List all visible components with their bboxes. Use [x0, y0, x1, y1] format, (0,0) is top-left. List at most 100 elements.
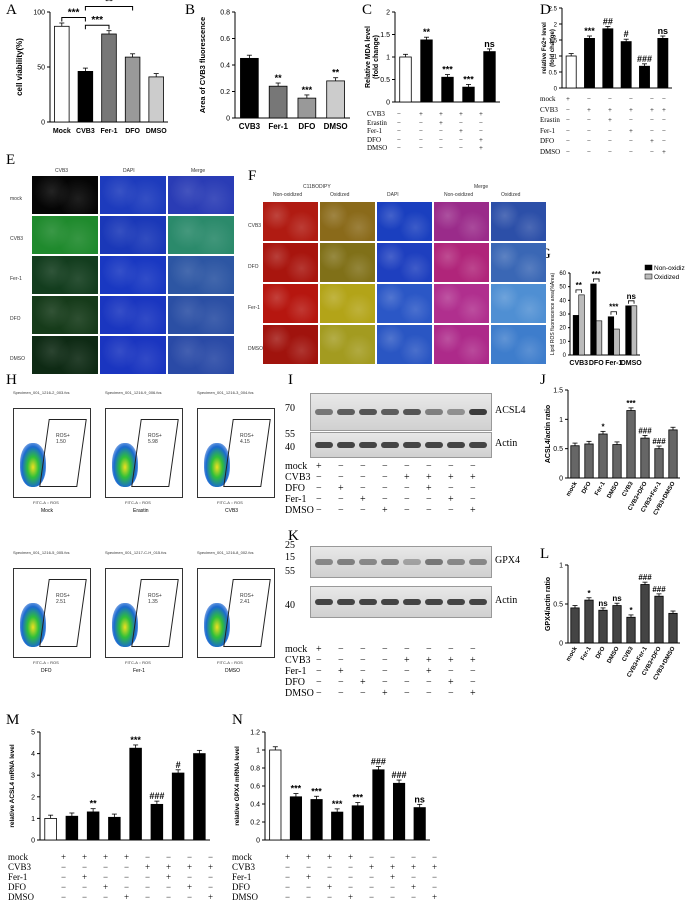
micrograph-col-header: DAPI: [387, 192, 399, 198]
blot-band: [381, 559, 399, 565]
micrograph-tile: [168, 216, 234, 254]
blot-sign: +: [316, 644, 322, 655]
y-tick-label: 1: [554, 55, 558, 61]
x-tick-label: DMSO: [324, 122, 348, 131]
blot-band: [469, 409, 487, 415]
flow-gate: [223, 579, 271, 647]
treatment-row-label: Fer-1: [8, 872, 28, 882]
blot-sign: +: [448, 494, 454, 505]
treatment-sign: −: [285, 882, 291, 892]
blot-sign: −: [470, 461, 476, 472]
y-tick-label: 0: [31, 838, 35, 845]
treatment-row-label: mock: [8, 852, 28, 862]
flow-x-axis-label: FITC-A :: ROS: [125, 500, 151, 505]
y-tick-label: 0.6: [220, 36, 230, 43]
flow-plot: ROS+ 2.41: [197, 568, 275, 658]
y-tick-label: 1.5: [553, 388, 563, 395]
bar: [626, 616, 636, 644]
treatment-sign: −: [61, 872, 67, 882]
blot-sign: +: [382, 505, 388, 516]
treatment-sign: −: [432, 852, 438, 862]
treatment-sign: +: [650, 105, 654, 114]
bar: [399, 56, 412, 103]
treatment-sign: −: [566, 105, 570, 114]
treatment-sign: −: [145, 872, 151, 882]
flow-plot: ROS+ 2.51: [13, 568, 91, 658]
blot-sign: −: [360, 483, 366, 494]
treatment-row-label: DFO: [540, 137, 555, 145]
flow-sample-label: Mock: [41, 508, 53, 514]
treatment-sign: −: [650, 95, 654, 103]
flow-file-name: Specimen_001_1217-C-H_015.fcs: [105, 550, 167, 555]
blot-sign: −: [404, 461, 410, 472]
treatment-sign: −: [397, 118, 401, 127]
blot-sign: −: [382, 677, 388, 688]
x-tick-label: Fer-1: [605, 360, 622, 367]
blot-sign: +: [360, 494, 366, 505]
flow-density-cloud: [112, 603, 138, 647]
blot-band: [381, 599, 399, 605]
significance-label: **: [332, 68, 340, 78]
treatment-sign: −: [82, 892, 88, 902]
blot-sign: −: [470, 666, 476, 677]
treatment-sign: −: [662, 95, 666, 103]
bar: [101, 33, 117, 123]
blot-sign: +: [426, 483, 432, 494]
treatment-sign: −: [82, 882, 88, 892]
treatment-sign: −: [61, 892, 67, 902]
x-tick-label: Mock: [53, 128, 71, 135]
y-axis-label: GPX4/actin ratio: [545, 577, 552, 631]
treatment-table-d: mock + − − − − − CVB3− + + + + + Erastin − − + − − − Fer-1− −…: [540, 95, 685, 161]
significance-label: ***: [130, 735, 141, 745]
micrograph-tile: [263, 325, 318, 364]
significance-label: **: [576, 281, 583, 290]
x-tick-label: mock: [566, 645, 579, 662]
y-tick-label: 0.5: [553, 446, 563, 453]
treatment-sign: −: [439, 135, 443, 144]
treatment-sign: −: [566, 147, 570, 156]
x-tick-label: DFO: [581, 481, 593, 495]
panel-e-micrographs: CVB3 DAPI Merge mock CVB3 Fer-1 DFO DMSO: [10, 168, 235, 378]
bar: [626, 410, 636, 479]
y-tick-label: 20: [559, 326, 566, 332]
y-tick-label: 0: [226, 116, 230, 123]
micrograph-col-header: Non-oxidized: [444, 192, 474, 198]
bar: [129, 747, 142, 841]
bar: [54, 25, 70, 123]
legend-label: Oxidized: [654, 274, 680, 281]
treatment-sign: +: [124, 852, 130, 862]
blot-sign: +: [338, 666, 344, 677]
blot-band-label: GPX4: [495, 555, 521, 566]
blot-strip: [310, 432, 492, 458]
blot-band: [403, 599, 421, 605]
blot-sign: −: [448, 505, 454, 516]
treatment-sign: −: [459, 135, 463, 144]
treatment-sign: −: [650, 147, 654, 156]
chart-j: 0 0.5 1 1.5 ACSL4/actin ratio mock DFO * Fer-1 DM…: [545, 388, 680, 516]
blot-sign: −: [382, 483, 388, 494]
treatment-sign: −: [397, 127, 401, 135]
blot-sign: −: [404, 505, 410, 516]
significance-label: ***: [609, 303, 619, 312]
blot-sign: −: [360, 505, 366, 516]
micrograph-tile: [168, 296, 234, 334]
treatment-sign: −: [285, 862, 291, 872]
blot-row-label: DMSO: [285, 688, 314, 699]
micrograph-tile: [491, 243, 546, 282]
treatment-sign: −: [439, 144, 443, 152]
significance-label: ***: [442, 65, 453, 75]
blot-sign: −: [316, 483, 322, 494]
micrograph-tile: [100, 256, 166, 294]
y-tick-label: 0.4: [220, 63, 230, 70]
treatment-sign: +: [166, 872, 172, 882]
blot-band-label: Actin: [495, 438, 518, 449]
treatment-sign: −: [61, 862, 67, 872]
significance-label: ns: [658, 26, 669, 36]
micrograph-tile: [100, 336, 166, 374]
treatment-row-label: DMSO: [232, 892, 259, 902]
treatment-sign: −: [124, 882, 130, 892]
blot-band: [425, 442, 443, 448]
flow-file-name: Specimen_001_1216-9_006.fcs: [105, 390, 162, 395]
treatment-row-label: DFO: [232, 882, 251, 892]
